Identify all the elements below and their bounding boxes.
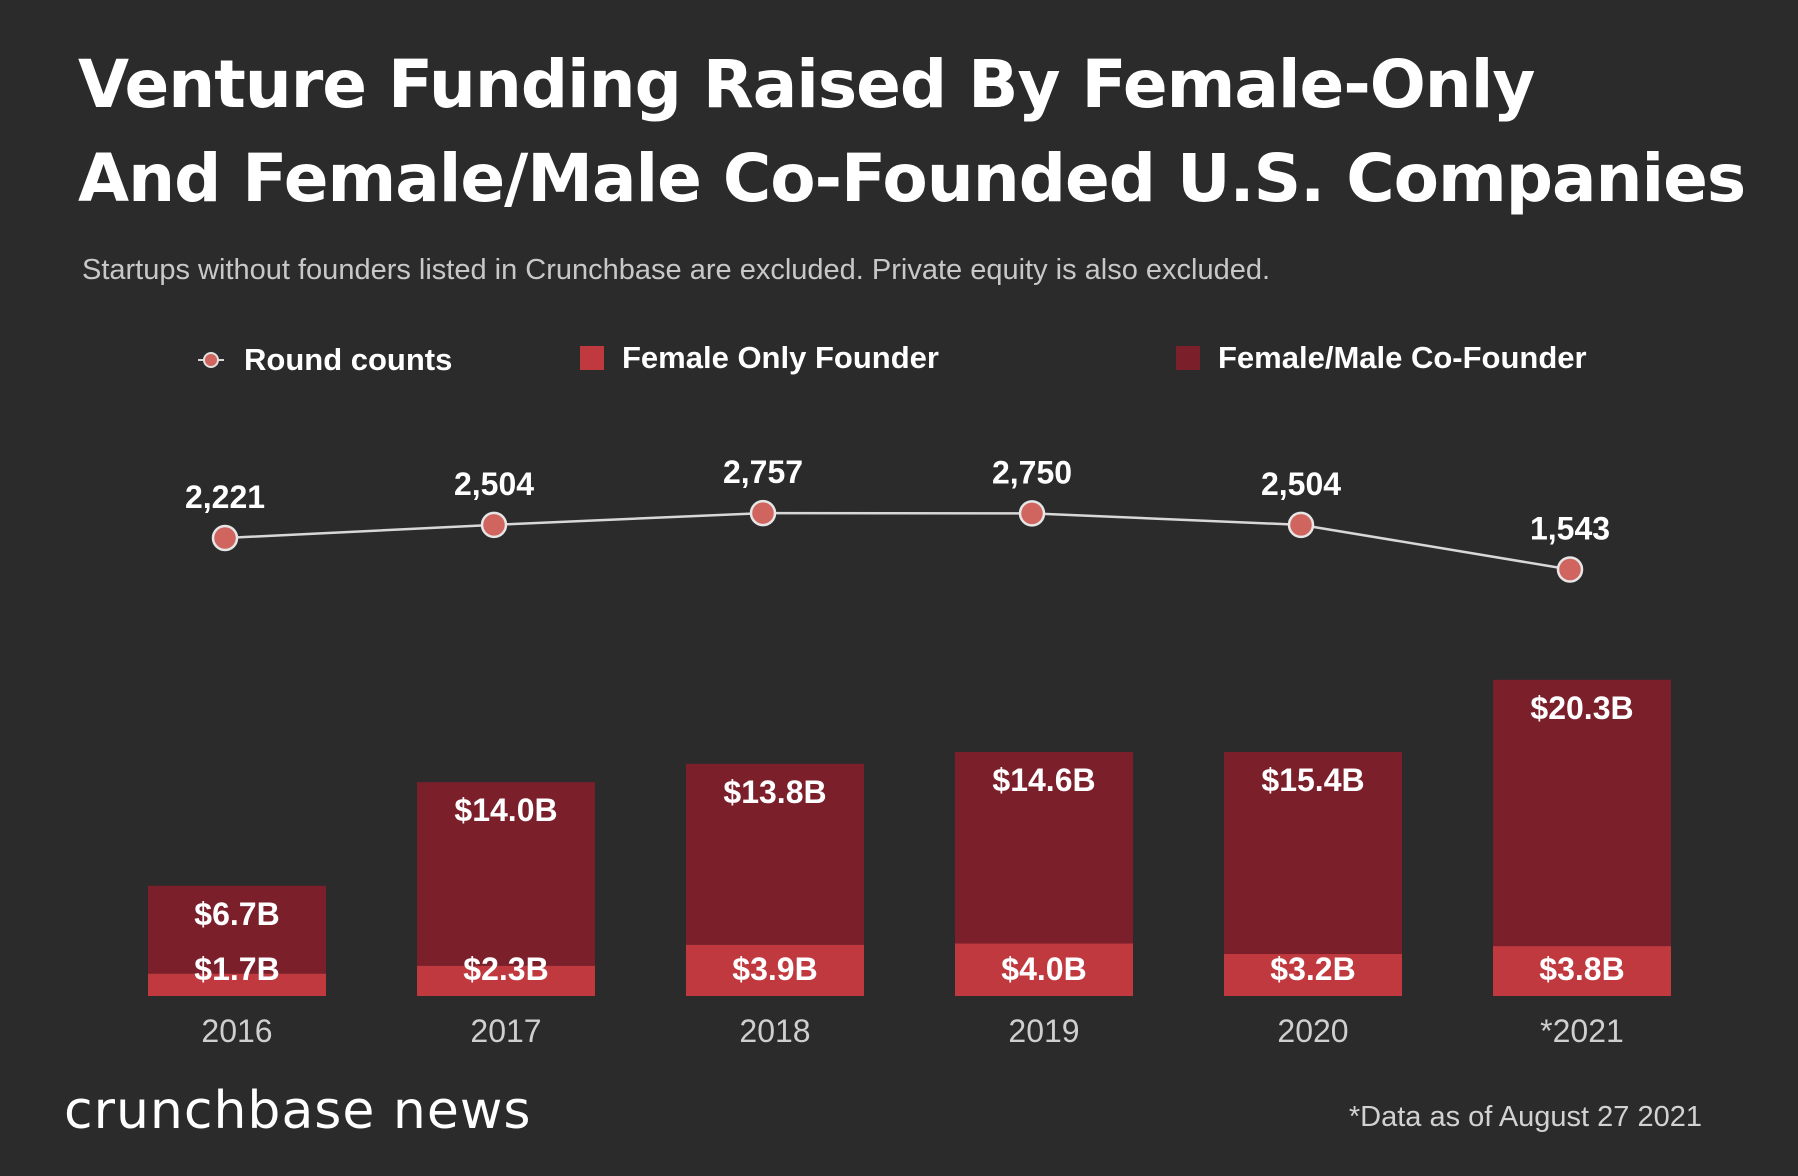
- round-count-point-0: [211, 524, 239, 552]
- legend-female-only: Female Only Founder: [580, 340, 939, 376]
- chart-title-line-1: Venture Funding Raised By Female-Only: [78, 46, 1535, 123]
- bar-female-only-0: [148, 973, 326, 996]
- round-count-point-4: [1287, 511, 1315, 539]
- round-count-label-4: 2,504: [1261, 466, 1341, 502]
- round-count-point-5: [1556, 556, 1584, 583]
- bar-female-only-4: [1224, 954, 1402, 996]
- label-cofounder-1: $14.0B: [454, 792, 557, 828]
- round-count-point-2: [749, 499, 777, 527]
- x-tick-label-3: 2019: [1008, 1013, 1079, 1049]
- label-female-only-3: $4.0B: [1001, 951, 1086, 987]
- bar-female-only-3: [955, 943, 1133, 996]
- label-cofounder-3: $14.6B: [992, 762, 1095, 798]
- legend-round-counts: Round counts: [196, 342, 452, 378]
- label-female-only-0: $1.7B: [194, 951, 279, 987]
- chart-subtitle: Startups without founders listed in Crun…: [82, 254, 1271, 286]
- round-count-label-5: 1,543: [1530, 511, 1610, 547]
- bar-female-only-5: [1493, 946, 1671, 996]
- chart-title-line-2: And Female/Male Co-Founded U.S. Companie…: [78, 140, 1746, 217]
- bar-female-only-1: [417, 965, 595, 996]
- x-tick-label-4: 2020: [1277, 1013, 1348, 1049]
- round-count-label-3: 2,750: [992, 454, 1072, 490]
- x-tick-label-5: *2021: [1540, 1013, 1624, 1049]
- crunchbase-news-logo: crunchbase news: [64, 1081, 532, 1141]
- bar-cofounder-5: [1493, 679, 1671, 947]
- label-female-only-4: $3.2B: [1270, 951, 1355, 987]
- bar-cofounder-0: [148, 885, 326, 974]
- label-cofounder-2: $13.8B: [723, 774, 826, 810]
- female-only-swatch-icon: [580, 346, 604, 370]
- label-cofounder-4: $15.4B: [1261, 762, 1364, 798]
- data-date-footnote: *Data as of August 27 2021: [1348, 1101, 1702, 1133]
- legend-cofounder: Female/Male Co-Founder: [1176, 340, 1587, 376]
- round-count-line: [224, 511, 1571, 571]
- round-count-point-1: [480, 511, 508, 539]
- legend-cofounder-label: Female/Male Co-Founder: [1218, 340, 1587, 375]
- label-female-only-2: $3.9B: [732, 951, 817, 987]
- legend-female-only-label: Female Only Founder: [622, 340, 939, 375]
- line-marker-icon: [198, 352, 224, 368]
- bar-cofounder-2: [686, 763, 864, 945]
- round-count-label-1: 2,504: [454, 466, 534, 502]
- legend-round-counts-label: Round counts: [244, 342, 453, 377]
- label-cofounder-5: $20.3B: [1530, 690, 1633, 726]
- x-tick-label-0: 2016: [201, 1013, 272, 1049]
- round-count-label-0: 2,221: [185, 479, 265, 515]
- bar-female-only-2: [686, 944, 864, 996]
- label-female-only-5: $3.8B: [1539, 951, 1624, 987]
- label-female-only-1: $2.3B: [463, 951, 548, 987]
- label-cofounder-0: $6.7B: [194, 896, 279, 932]
- x-tick-label-1: 2017: [470, 1013, 541, 1049]
- bar-cofounder-4: [1224, 751, 1402, 955]
- cofounder-swatch-icon: [1176, 346, 1200, 370]
- round-count-label-2: 2,757: [723, 454, 803, 490]
- x-tick-label-2: 2018: [739, 1013, 810, 1049]
- bar-cofounder-1: [417, 782, 595, 966]
- bar-cofounder-3: [955, 751, 1133, 944]
- round-count-point-3: [1018, 500, 1046, 527]
